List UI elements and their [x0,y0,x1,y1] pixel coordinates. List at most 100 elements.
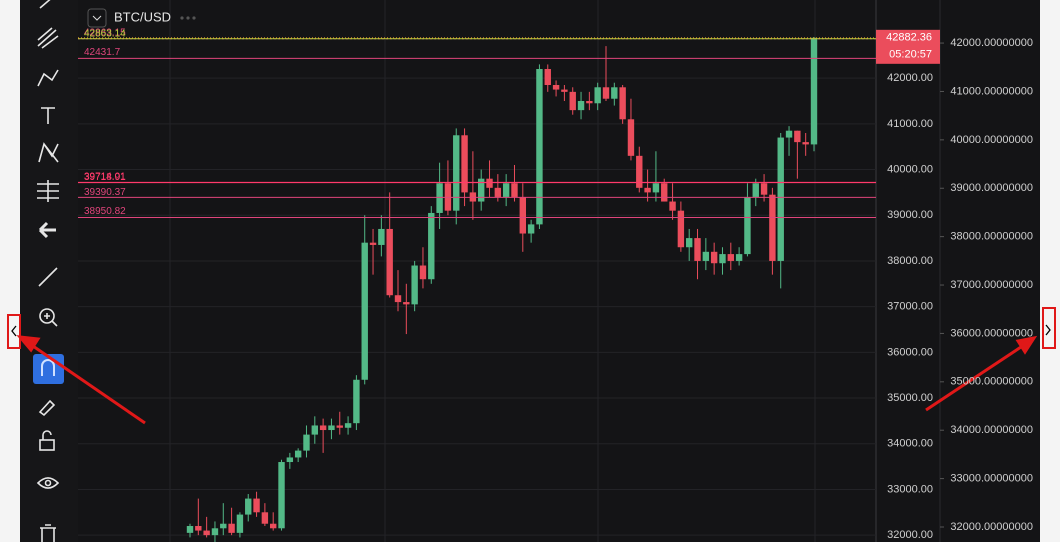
candle-body [644,187,651,193]
candle-body [519,196,526,234]
annotation-arrows [16,335,1038,425]
candle-body [344,423,352,428]
candle-body [752,183,759,197]
y2-tick-label: 38000.00000000 [950,231,1033,243]
candle-body [661,183,668,202]
price-line-label: 39390.37 [84,187,126,198]
back-tool[interactable] [38,221,56,239]
visibility-tool[interactable] [36,477,60,489]
candle-body [611,87,618,99]
collapse-right[interactable] [1045,324,1051,336]
y-tick-label: 32000.00 [887,529,933,541]
candle-body [561,89,568,92]
candle-body [744,196,751,255]
candle-body [336,425,343,428]
candle-body [319,425,327,431]
candle-body [186,526,194,533]
candle-body [636,155,643,188]
y-tick-label: 33000.00 [887,483,933,495]
candle-body [694,238,701,261]
candle-body [735,254,743,261]
candle-body [394,295,402,303]
candle-body [236,514,244,533]
fib-tool[interactable] [37,27,59,49]
y2-tick-label: 36000.00000000 [950,327,1033,339]
y2-tick-label: 37000.00000000 [950,279,1033,291]
candle-body [303,434,310,451]
y2-tick-label: 41000.00000000 [950,85,1033,97]
candle-body [777,137,784,261]
ruler-tool[interactable] [38,267,58,287]
y2-tick-label: 32000.00000000 [950,521,1033,533]
vertical-grid [169,0,816,542]
left-strip [0,0,20,542]
candle-body [378,228,385,245]
toolbar [20,0,78,542]
candle-body [453,135,460,211]
candle-body [311,425,318,435]
candle-body [536,69,543,225]
candle-body [494,187,502,197]
y-tick-label: 34000.00 [887,438,933,450]
candle-body [719,254,726,264]
candle-body [677,210,685,248]
candle-body [261,512,269,524]
chart-area [78,0,876,542]
candle-body [461,135,468,193]
y-tick-label: 35000.00 [887,392,933,404]
lock-tool[interactable] [39,439,55,451]
candle-body [527,224,535,234]
candle-body [411,265,418,305]
current-price-tag [876,29,940,64]
candle-body [428,212,435,280]
candle-body [794,130,801,143]
price-line-label: 42863.15 [84,27,126,38]
pattern-tool[interactable] [38,142,59,163]
measure-tool[interactable] [37,180,59,202]
brush-tool[interactable] [37,69,59,87]
trend-tool[interactable] [39,0,54,9]
candle-body [727,254,734,261]
candle-body [278,462,285,529]
more-dots[interactable] [180,16,196,20]
candle-body [203,530,210,536]
candle-body [478,178,485,202]
candle-body [627,119,635,156]
candle-body [652,183,660,193]
text-tool[interactable] [41,107,55,124]
candle-body [353,379,360,424]
right-strip [1040,0,1060,542]
y2-tick-label: 33000.00000000 [950,473,1033,485]
tool-icons[interactable] [36,0,60,542]
y-tick-label: 38000.00 [887,255,933,267]
edit-lock-tool[interactable] [38,399,56,417]
candle-body [594,87,601,104]
y-tick-label: 42000.00 [887,72,933,84]
symbol[interactable]: BTC/USD [114,9,171,24]
y2-tick-label: 40000.00000000 [950,134,1033,146]
y-tick-label: 37000.00 [887,301,933,313]
symbol-menu[interactable] [87,8,107,28]
candle-body [569,91,576,111]
delete-tool[interactable] [40,524,56,542]
candle-body [669,201,676,211]
candle-body [619,87,626,120]
candle-body [270,523,277,529]
candle-body [253,498,260,513]
candle-body [294,450,302,458]
candle-body [710,251,718,264]
candle-body [802,142,809,145]
collapse-left[interactable] [11,325,17,337]
zoom-tool[interactable] [39,308,55,324]
candle-body [369,242,377,245]
y-tick-label: 36000.00 [887,346,933,358]
candle-body [436,183,443,213]
countdown: 05:20:57 [889,49,932,61]
price-line-label: 38950.82 [84,206,126,217]
candle-body [220,523,227,529]
price-line-label: 39714.01 [84,171,126,182]
candle-body [552,85,560,90]
candle-body [810,37,818,145]
price-line-label: 42431.7 [84,47,121,58]
